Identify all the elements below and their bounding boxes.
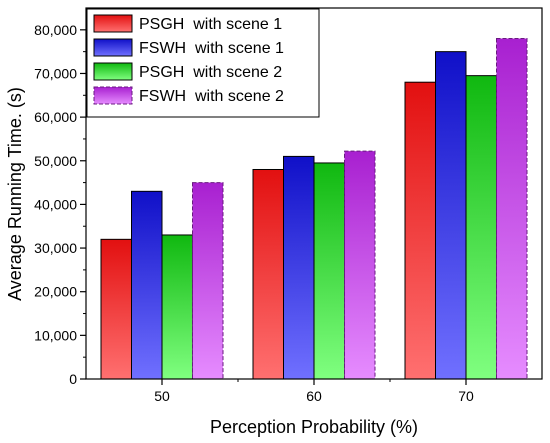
bar xyxy=(465,75,497,380)
x-tick-label: 50 xyxy=(154,388,170,404)
legend-label: PSGH with scene 1 xyxy=(139,16,282,33)
bar xyxy=(283,155,315,380)
y-tick-label: 30,000 xyxy=(34,240,77,256)
x-axis-title: Perception Probability (%) xyxy=(210,417,418,437)
bar xyxy=(100,238,132,380)
bar xyxy=(344,150,376,380)
bar xyxy=(131,190,163,380)
legend-label: PSGH with scene 2 xyxy=(139,64,282,81)
bars-layer xyxy=(100,38,528,380)
bar xyxy=(252,168,284,380)
y-axis-title: Average Running Time. (s) xyxy=(5,87,25,301)
legend: PSGH with scene 1 FSWH with scene 1 PSGH w… xyxy=(86,8,320,118)
bar xyxy=(313,162,345,380)
y-tick-label: 40,000 xyxy=(34,196,77,212)
y-tick-label: 10,000 xyxy=(34,327,77,343)
legend-swatch xyxy=(93,86,133,105)
bar xyxy=(404,81,436,380)
bar xyxy=(161,234,193,380)
y-tick-label: 70,000 xyxy=(34,65,77,81)
legend-label: FSWH with scene 2 xyxy=(139,88,284,105)
x-axis: 50 60 70 xyxy=(154,379,474,404)
legend-swatch xyxy=(93,14,133,33)
y-tick-label: 0 xyxy=(69,371,77,387)
y-tick-label: 60,000 xyxy=(34,109,77,125)
y-tick-label: 80,000 xyxy=(34,22,77,38)
x-tick-label: 70 xyxy=(458,388,474,404)
y-axis: 0 10,000 20,000 30,000 40,000 50,000 60,000 70,… xyxy=(34,22,86,387)
bar xyxy=(496,38,528,380)
bar xyxy=(192,182,224,380)
bar xyxy=(435,51,467,380)
x-tick-label: 60 xyxy=(306,388,322,404)
legend-label: FSWH with scene 1 xyxy=(139,40,284,57)
y-tick-label: 20,000 xyxy=(34,284,77,300)
y-tick-label: 50,000 xyxy=(34,153,77,169)
legend-swatch xyxy=(93,38,133,57)
legend-swatch xyxy=(93,62,133,81)
